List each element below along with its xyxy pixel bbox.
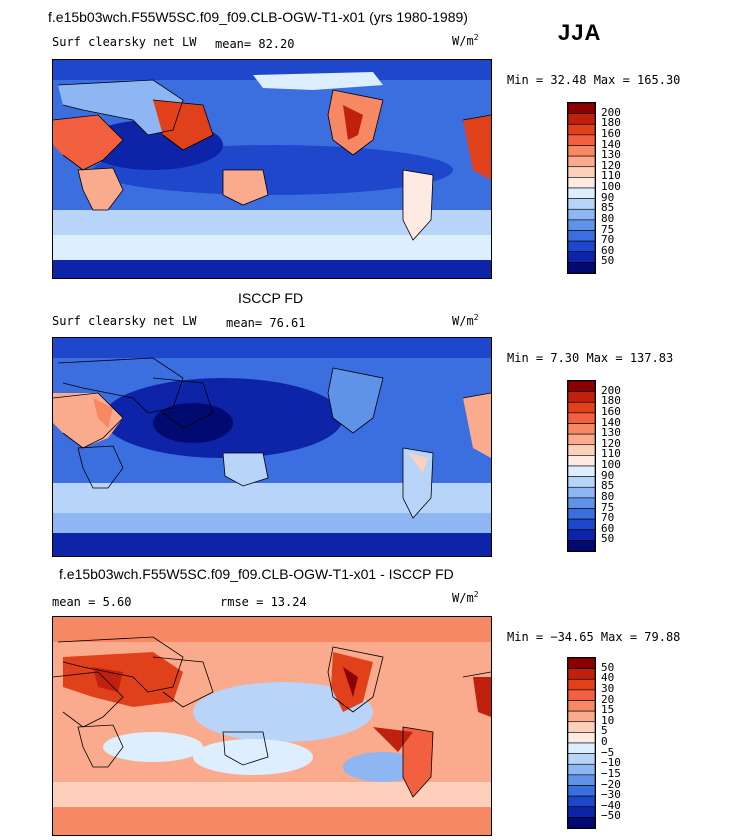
colorbar-tick-label: 80	[601, 489, 615, 503]
colorbar-tick-label: 120	[601, 436, 621, 450]
colorbar-tick-label: 30	[601, 681, 615, 695]
colorbar-tick-label: 110	[601, 447, 621, 461]
panel-title-diff: f.e15b03wch.F55W5SC.f09_f09.CLB-OGW-T1-x…	[59, 566, 454, 582]
panel-minmax-label: Min = 7.30 Max = 137.83	[507, 351, 674, 365]
map-obs	[52, 337, 492, 557]
colorbar-tick-label: 90	[601, 468, 615, 482]
colorbar-tick-label: −50	[601, 809, 621, 823]
colorbar-tick-label: 70	[601, 233, 615, 247]
colorbar-tick-label: 60	[601, 521, 615, 535]
panel-minmax-label: Min = 32.48 Max = 165.30	[507, 73, 681, 87]
colorbar-diff	[567, 657, 596, 829]
colorbar-diff-labels: 50 40 30 20 15 10 5 0 −5 −10 −15 −20 −30 −40 −50	[567, 657, 627, 827]
colorbar-tick-label: 50	[601, 660, 615, 674]
colorbar-tick-label: 50	[601, 532, 615, 546]
colorbar-tick-label: 200	[601, 383, 621, 397]
colorbar-tick-label: 100	[601, 458, 621, 471]
map-model	[52, 59, 492, 279]
season-label: JJA	[558, 20, 602, 45]
panel-rmse-label: rmse = 13.24	[220, 595, 307, 609]
panel-units-label: W/m2	[452, 313, 479, 328]
colorbar-tick-label: 120	[601, 158, 621, 172]
colorbar-tick-label: 75	[601, 222, 615, 236]
colorbar-tick-label: 140	[601, 137, 621, 151]
colorbar-tick-label: 160	[601, 404, 621, 418]
colorbar-tick-label: 200	[601, 105, 621, 119]
colorbar-tick-label: 75	[601, 500, 615, 514]
colorbar-tick-label: 40	[601, 671, 615, 685]
colorbar-model-labels: 200 180 160 140 130 120 110 100 90 85 80 75 70 60 50	[567, 102, 627, 272]
colorbar-tick-label: 180	[601, 116, 621, 130]
panel-title-model: f.e15b03wch.F55W5SC.f09_f09.CLB-OGW-T1-x…	[48, 9, 468, 25]
colorbar-tick-label: 60	[601, 243, 615, 257]
panel-mean-label: mean= 76.61	[226, 316, 306, 330]
panel-mean-label: mean = 5.60	[52, 595, 132, 609]
colorbar-tick-label: 15	[601, 703, 615, 717]
colorbar-tick-label: 50	[601, 254, 615, 268]
colorbar-tick-label: −15	[601, 766, 621, 780]
colorbar-tick-label: 110	[601, 169, 621, 183]
colorbar-tick-label: 20	[601, 692, 615, 706]
colorbar-obs	[567, 380, 596, 552]
colorbar-tick-label: −5	[601, 745, 615, 759]
colorbar-tick-label: 130	[601, 148, 621, 162]
colorbar-obs-labels: 200 180 160 140 130 120 110 100 90 85 80 75 70 60 50	[567, 380, 627, 550]
colorbar-tick-label: 85	[601, 479, 615, 493]
colorbar-tick-label: 160	[601, 126, 621, 140]
colorbar-tick-label: 80	[601, 211, 615, 225]
panel-units-label: W/m2	[452, 33, 479, 48]
map-diff	[52, 616, 492, 836]
colorbar-tick-label: 10	[601, 713, 615, 727]
panel-variable-label: Surf clearsky net LW	[52, 314, 197, 328]
colorbar-tick-label: 85	[601, 201, 615, 215]
panel-minmax-label: Min = −34.65 Max = 79.88	[507, 630, 681, 644]
panel-units-label: W/m2	[452, 590, 479, 605]
panel-title-obs: ISCCP FD	[238, 290, 304, 306]
colorbar-tick-label: 130	[601, 426, 621, 440]
colorbar-tick-label: −10	[601, 756, 621, 770]
colorbar-tick-label: 0	[601, 735, 608, 748]
colorbar-tick-label: 100	[601, 180, 621, 193]
colorbar-tick-label: 70	[601, 511, 615, 525]
panel-variable-label: Surf clearsky net LW	[52, 35, 197, 49]
colorbar-tick-label: −40	[601, 798, 621, 812]
colorbar-tick-label: −30	[601, 788, 621, 802]
colorbar-tick-label: 90	[601, 190, 615, 204]
colorbar-tick-label: 180	[601, 394, 621, 408]
colorbar-tick-label: −20	[601, 777, 621, 791]
panel-mean-label: mean= 82.20	[215, 37, 295, 51]
colorbar-tick-label: 5	[601, 724, 608, 738]
colorbar-tick-label: 140	[601, 415, 621, 429]
colorbar-model	[567, 102, 596, 274]
